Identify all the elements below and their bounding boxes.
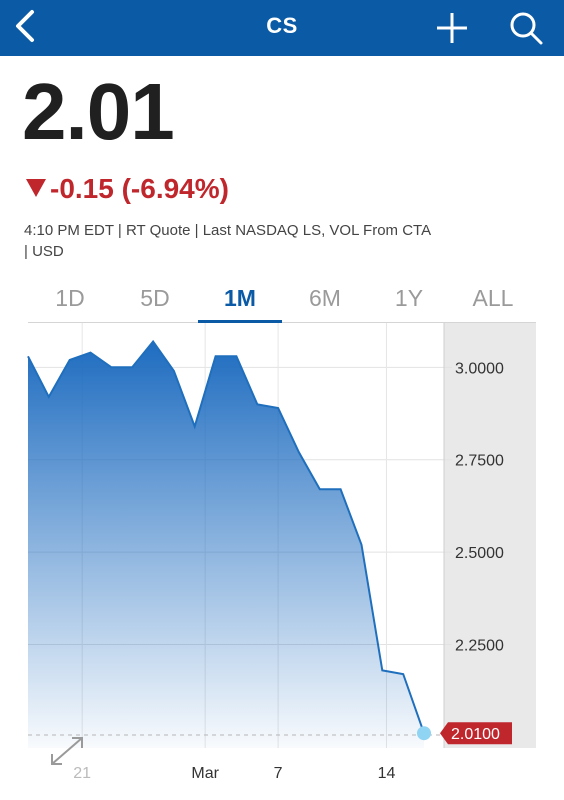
tab-all[interactable]: ALL (472, 285, 514, 311)
y-tick-label: 2.7500 (455, 453, 504, 470)
tab-divider (28, 322, 536, 323)
down-triangle-icon (26, 179, 46, 197)
x-tick-label: Mar (191, 765, 219, 782)
y-tick-label: 3.0000 (455, 360, 504, 377)
range-tabs: 1D 5D 1M 6M 1Y ALL (0, 278, 564, 322)
top-nav-bar: CS (0, 0, 564, 56)
plus-icon[interactable] (432, 8, 472, 48)
last-point-marker (417, 726, 431, 741)
y-tick-label: 2.2500 (455, 638, 504, 655)
x-tick-label: 7 (274, 765, 283, 782)
price-change: -0.15 (-6.94%) (26, 172, 229, 206)
tab-1d[interactable]: 1D (55, 285, 85, 311)
tab-6m[interactable]: 6M (309, 285, 341, 311)
y-axis-panel (444, 323, 536, 748)
price-area (28, 341, 424, 748)
y-tick-label: 2.5000 (455, 545, 504, 562)
expand-arrows-icon[interactable] (36, 730, 96, 776)
price-line (27, 339, 425, 734)
tab-1y[interactable]: 1Y (394, 285, 424, 311)
last-price-badge (440, 722, 512, 745)
active-tab-indicator (198, 320, 282, 323)
x-tick-label: 21 (73, 765, 91, 782)
price-chart[interactable]: 3.0000 2.7500 2.5000 2.2500 21 Mar 7 14 2.0100 (0, 323, 564, 800)
quote-info-currency: | USD (24, 243, 64, 260)
chevron-left-icon[interactable] (4, 4, 48, 48)
page-title: CS (266, 13, 298, 38)
x-tick-label: 14 (378, 765, 396, 782)
quote-info-line: 4:10 PM EDT | RT Quote | Last NASDAQ LS,… (24, 222, 432, 239)
tab-1m[interactable]: 1M (224, 285, 256, 311)
last-price: 2.01 (22, 67, 175, 156)
search-icon[interactable] (506, 8, 548, 48)
tab-5d[interactable]: 5D (140, 285, 170, 311)
last-price-badge-label: 2.0100 (451, 726, 500, 743)
price-change-value: -0.15 (-6.94%) (50, 173, 229, 204)
quote-info: 4:10 PM EDT | RT Quote | Last NASDAQ LS,… (24, 220, 524, 262)
